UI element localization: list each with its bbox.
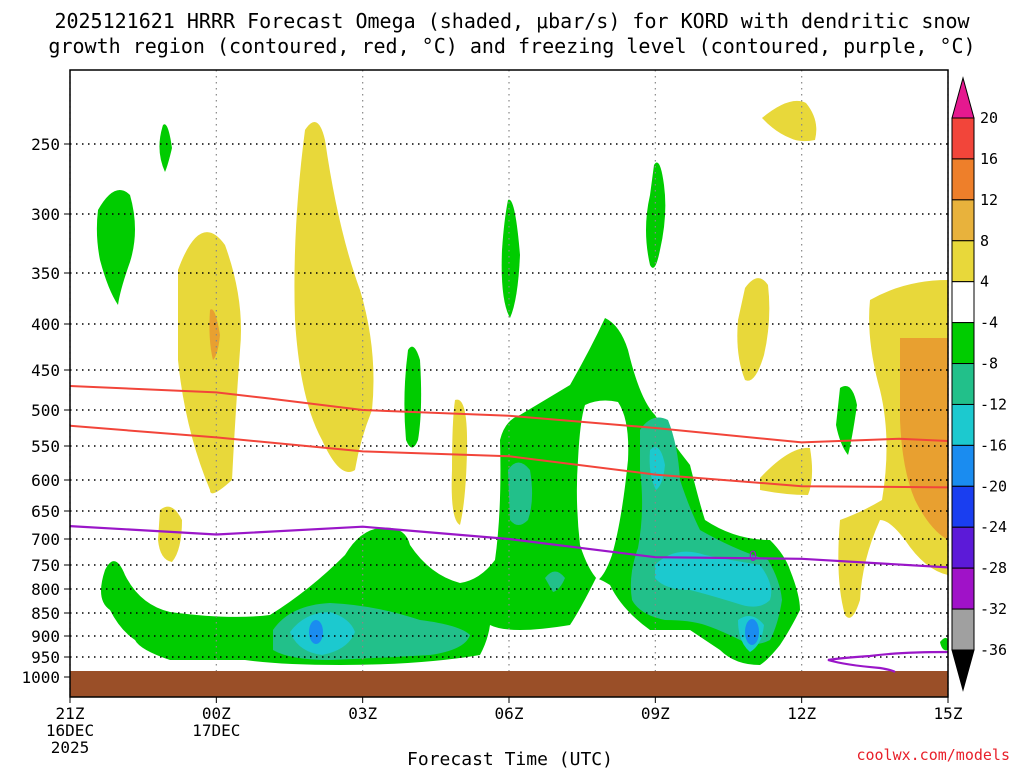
y-tick-label: 900 xyxy=(31,627,60,646)
omega-negative-region-strong xyxy=(508,462,533,525)
x-tick-label: 00Z 17DEC xyxy=(192,704,240,740)
omega-negative-region xyxy=(96,190,135,305)
omega-negative-peak xyxy=(309,620,323,644)
chart-title-line-2: growth region (contoured, red, °C) and f… xyxy=(48,34,975,58)
y-tick-label: 1000 xyxy=(21,668,60,687)
y-tick-label: 850 xyxy=(31,604,60,623)
y-tick-label: 450 xyxy=(31,361,60,380)
omega-negative-region xyxy=(404,346,422,448)
colorbar-label: 8 xyxy=(980,232,989,250)
credit-link[interactable]: coolwx.com/models xyxy=(856,746,1010,764)
omega-negative-region xyxy=(836,386,857,455)
y-tick-label: 950 xyxy=(31,648,60,667)
omega-negative-region xyxy=(940,637,948,651)
colorbar-label: -8 xyxy=(980,355,998,373)
colorbar-label: -16 xyxy=(980,436,1007,454)
colorbar-swatch xyxy=(951,485,975,528)
colorbar-label: -36 xyxy=(980,641,1007,659)
omega-neutral-hole xyxy=(576,400,629,580)
omega-positive-core xyxy=(209,309,220,360)
x-axis-title: Forecast Time (UTC) xyxy=(407,749,613,768)
colorbar-swatch xyxy=(951,117,975,160)
colorbar-label: -20 xyxy=(980,477,1007,495)
colorbar-swatch xyxy=(951,158,975,201)
x-tick-label: 15Z xyxy=(934,704,963,723)
dgz-lower-contour xyxy=(69,424,949,489)
omega-negative-peak xyxy=(745,619,759,645)
colorbar: 20 16 12 8 4 -4 -8 -12 -16 -20 -24 -28 -32 -36 xyxy=(951,76,1007,692)
y-tick-label: 800 xyxy=(31,580,60,599)
y-tick-label: 350 xyxy=(31,264,60,283)
colorbar-label: -28 xyxy=(980,559,1007,577)
omega-negative-region-strong xyxy=(545,571,565,592)
colorbar-label: 4 xyxy=(980,273,989,291)
colorbar-swatch xyxy=(951,526,975,569)
colorbar-arrow-top xyxy=(951,76,975,119)
freezing-level-contour xyxy=(69,525,949,569)
colorbar-label: 12 xyxy=(980,191,998,209)
y-tick-label: 300 xyxy=(31,205,60,224)
freezing-level-surface-contour xyxy=(827,650,949,673)
plot-area: 0 xyxy=(69,69,949,698)
x-tick-label: 03Z xyxy=(348,704,377,723)
colorbar-swatch xyxy=(951,608,975,651)
y-tick-label: 700 xyxy=(31,530,60,549)
omega-negative-region xyxy=(101,318,800,665)
chart-title-line-1: 2025121621 HRRR Forecast Omega (shaded, … xyxy=(54,9,970,33)
omega-negative-region xyxy=(501,199,520,318)
colorbar-label: -24 xyxy=(980,518,1007,536)
colorbar-arrow-bottom xyxy=(951,649,975,692)
colorbar-label: -12 xyxy=(980,395,1007,413)
omega-shaded-regions xyxy=(96,100,948,665)
y-axis: 250 300 350 400 450 500 550 600 650 700 750 800 850 9… xyxy=(21,135,70,687)
y-tick-label: 650 xyxy=(31,502,60,521)
omega-positive-region xyxy=(451,399,468,525)
omega-positive-region xyxy=(294,122,374,472)
x-tick-label: 06Z xyxy=(495,704,524,723)
dgz-upper-contour xyxy=(69,385,949,444)
colorbar-label: -4 xyxy=(980,314,998,332)
y-tick-label: 550 xyxy=(31,437,60,456)
x-tick-label: 21Z 16DEC 2025 xyxy=(46,704,94,757)
colorbar-swatch xyxy=(951,567,975,610)
colorbar-label: 20 xyxy=(980,109,998,127)
terrain-surface xyxy=(70,671,948,697)
colorbar-label: -32 xyxy=(980,600,1007,618)
x-tick-label: 09Z xyxy=(641,704,670,723)
omega-positive-region xyxy=(158,506,182,562)
colorbar-swatch xyxy=(951,240,975,283)
omega-positive-region xyxy=(737,278,770,381)
colorbar-swatch xyxy=(951,322,975,365)
y-tick-label: 750 xyxy=(31,556,60,575)
y-tick-label: 250 xyxy=(31,135,60,154)
x-tick-label: 12Z xyxy=(787,704,816,723)
colorbar-label: 16 xyxy=(980,150,998,168)
omega-negative-region xyxy=(159,124,172,172)
y-tick-label: 400 xyxy=(31,315,60,334)
freezing-level-label: 0 xyxy=(749,549,757,565)
colorbar-swatch xyxy=(951,403,975,446)
colorbar-swatch xyxy=(951,281,975,324)
x-axis: 21Z 16DEC 2025 00Z 17DEC 03Z 06Z 09Z 12Z 15Z xyxy=(46,697,963,757)
y-tick-label: 600 xyxy=(31,471,60,490)
omega-positive-region xyxy=(762,100,817,142)
colorbar-swatch xyxy=(951,199,975,242)
colorbar-swatch xyxy=(951,363,975,405)
omega-positive-region xyxy=(178,232,241,494)
colorbar-swatch xyxy=(951,444,975,487)
y-tick-label: 500 xyxy=(31,401,60,420)
